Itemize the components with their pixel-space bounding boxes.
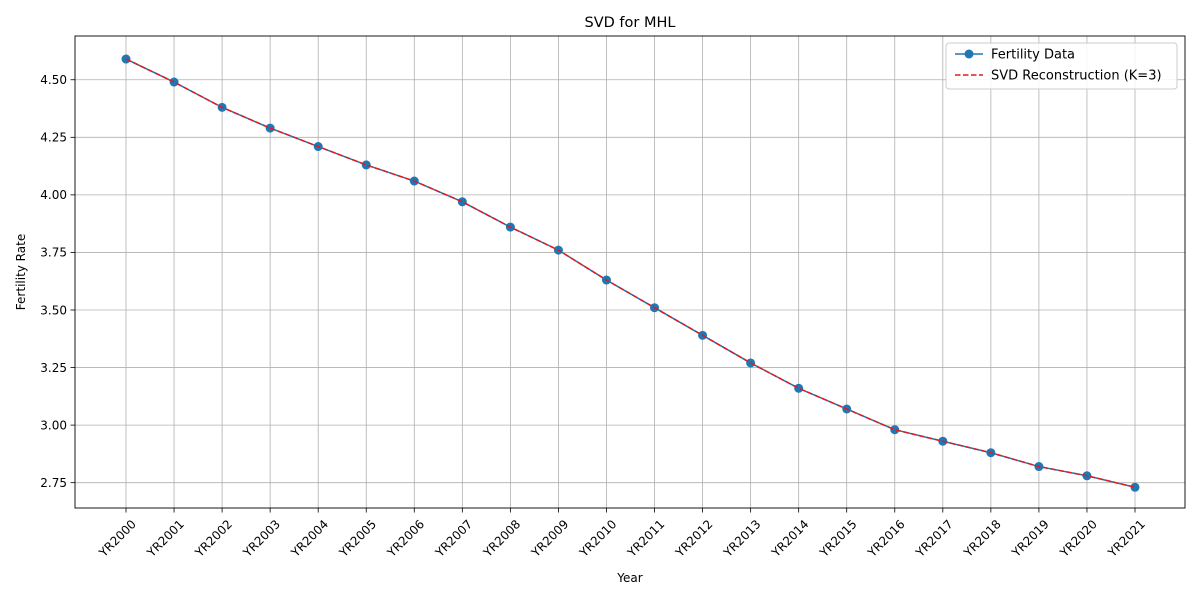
- legend-label-fertility-data: Fertility Data: [991, 48, 1075, 63]
- data-point-fertility-data: [265, 123, 275, 133]
- y-tick-label: 4.00: [40, 188, 67, 202]
- legend: Fertility Data SVD Reconstruction (K=3): [945, 42, 1178, 90]
- series-layer: [121, 54, 1140, 492]
- y-tick-label: 3.25: [40, 361, 67, 375]
- x-axis-title: Year: [616, 571, 642, 585]
- y-tick-label: 3.50: [40, 303, 67, 317]
- legend-marker-fertility-data: [964, 49, 974, 59]
- y-axis: 2.75 3.00 3.25 3.50 3.75 4.00 4.25 4.50: [40, 73, 75, 490]
- y-tick-label: 4.50: [40, 73, 67, 87]
- y-tick-label: 3.75: [40, 246, 67, 260]
- y-tick-label: 4.25: [40, 131, 67, 145]
- y-axis-title: Fertility Rate: [14, 234, 28, 310]
- data-point-fertility-data: [457, 197, 467, 207]
- series-line-svd-reconstruction: [125, 58, 1136, 489]
- data-point-fertility-data: [794, 383, 804, 393]
- y-tick-label: 3.00: [40, 418, 67, 432]
- data-point-fertility-data: [1130, 482, 1140, 492]
- plot-frame: [74, 35, 1186, 509]
- legend-box: [945, 42, 1178, 90]
- legend-label-svd-reconstruction: SVD Reconstruction (K=3): [991, 69, 1162, 84]
- y-tick-label: 2.75: [40, 476, 67, 490]
- data-point-fertility-data: [890, 425, 900, 435]
- data-point-fertility-data: [361, 160, 371, 170]
- chart-title: SVD for MHL: [585, 15, 676, 31]
- grid: [75, 36, 1185, 508]
